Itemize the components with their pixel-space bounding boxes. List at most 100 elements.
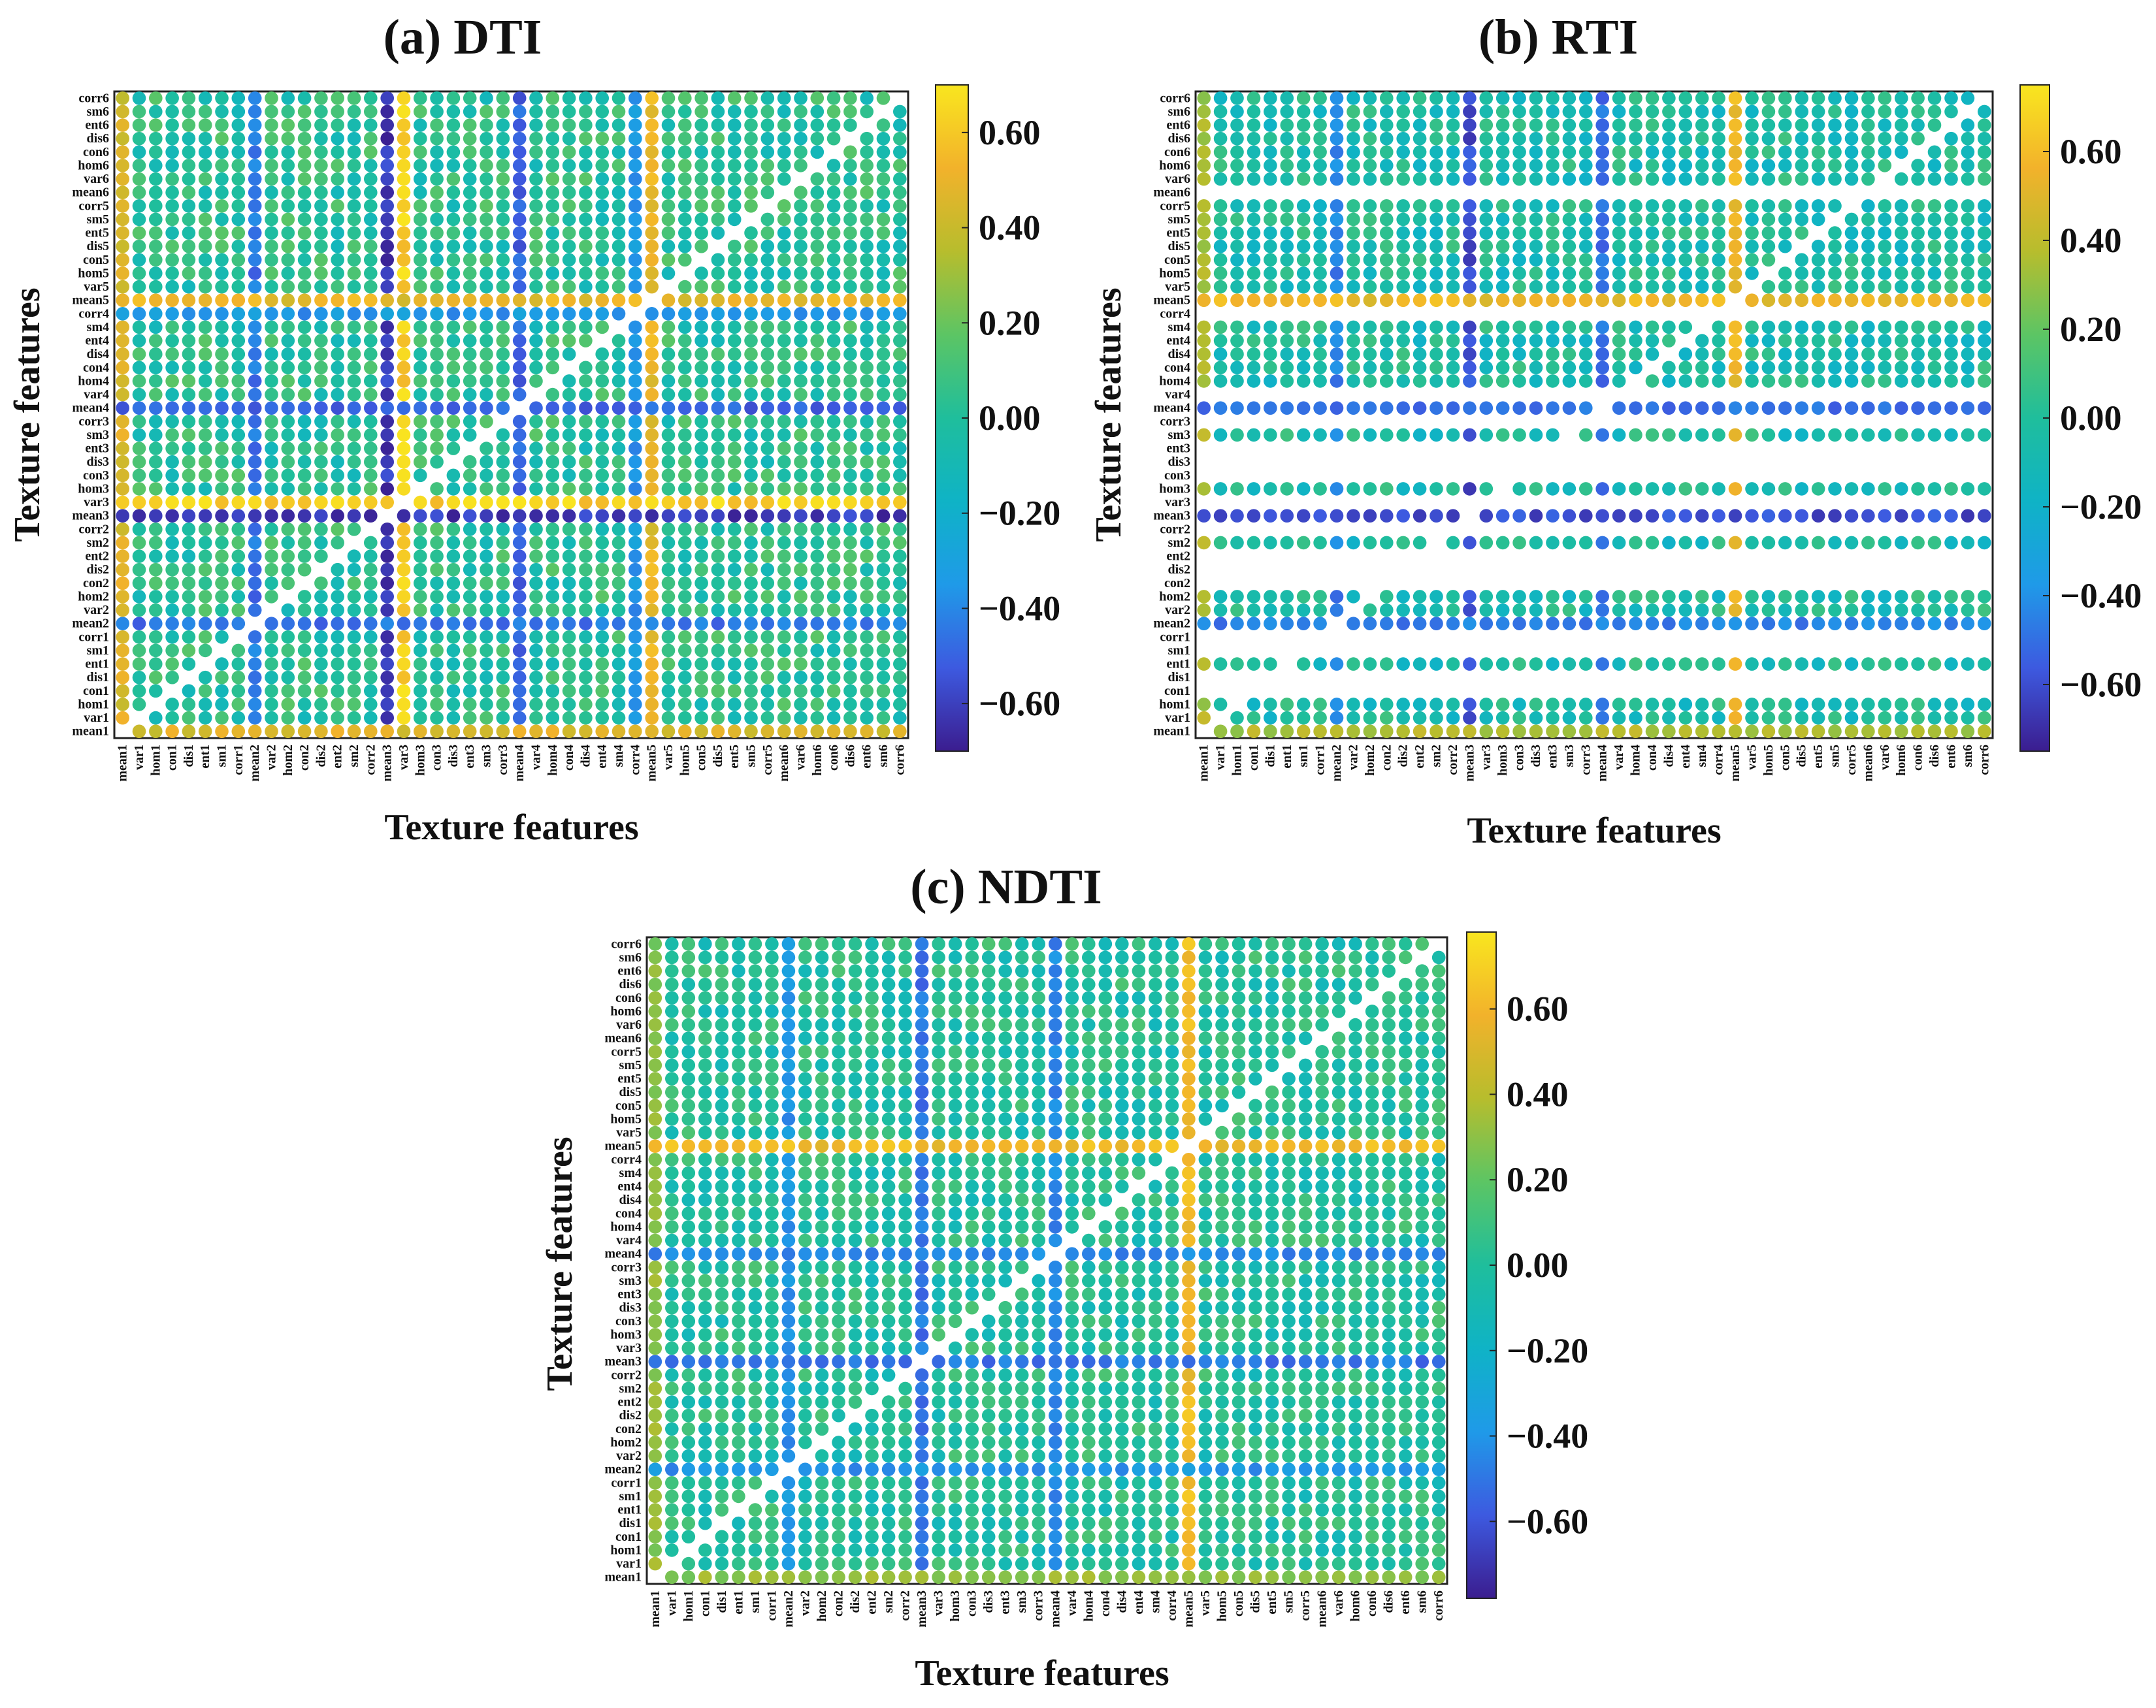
cell-sm6-sm4 <box>612 105 626 119</box>
cell-mean4-sm5 <box>1828 401 1842 415</box>
cell-sm2-sm3 <box>480 536 493 550</box>
cell-sm5-hom4 <box>546 212 560 227</box>
cell-mean6-mean3 <box>380 185 394 200</box>
cell-var2-var3 <box>932 1449 945 1463</box>
cell-corr6-corr1 <box>1313 91 1327 105</box>
cell-ent2-sm4 <box>1149 1395 1162 1409</box>
cell-ent1-corr1 <box>765 1503 779 1517</box>
cell-sm2-corr4 <box>1712 536 1725 550</box>
cell-hom3-hom4 <box>546 482 560 496</box>
cell-hom3-corr1 <box>1313 482 1327 496</box>
cell-ent3-corr2 <box>364 442 378 455</box>
cell-sm4-dis2 <box>1396 320 1410 334</box>
cell-hom4-var4 <box>529 374 543 388</box>
cell-hom2-hom1 <box>681 1436 696 1449</box>
cell-sm6-dis5 <box>711 105 725 119</box>
cell-hom3-dis4 <box>1115 1328 1129 1342</box>
cell-mean5-con6 <box>1911 293 1925 308</box>
cell-dis1-hom6 <box>810 670 825 685</box>
cell-sm5-dis2 <box>314 212 328 227</box>
cell-dis5-var3 <box>397 239 411 253</box>
cell-hom3-sm5 <box>1828 482 1842 496</box>
cell-sm5-var4 <box>529 212 543 227</box>
cell-con6-hom1 <box>149 145 163 159</box>
cell-corr1-ent6 <box>1398 1476 1413 1490</box>
cell-hom1-sm1 <box>1296 698 1311 711</box>
cell-corr5-var5 <box>661 199 676 213</box>
cell-hom1-sm6 <box>1961 698 1975 711</box>
cell-dis3-mean5 <box>645 455 659 469</box>
cell-sm5-ent1 <box>198 212 212 227</box>
cell-hom1-con5 <box>1778 698 1792 711</box>
cell-dis3-sm6 <box>876 455 890 469</box>
cell-var2-var4 <box>529 603 543 617</box>
cell-mean5-ent2 <box>331 293 344 308</box>
cell-var1-corr2 <box>898 1556 912 1571</box>
cell-dis5-corr3 <box>496 239 510 253</box>
cell-con5-var4 <box>1612 253 1626 267</box>
cell-hom3-con5 <box>1778 482 1792 496</box>
cell-corr6-corr5 <box>1844 91 1859 105</box>
cell-con4-hom4 <box>1629 361 1642 375</box>
cell-var5-var1 <box>132 280 146 294</box>
cell-con4-var1 <box>1213 361 1228 375</box>
cell-hom2-corr6 <box>893 590 907 604</box>
cell-hom2-mean5 <box>1728 590 1742 604</box>
cell-ent5-dis2 <box>314 226 328 240</box>
cell-mean5-ent1 <box>1280 293 1294 308</box>
cell-var3-mean3 <box>915 1341 929 1355</box>
y-tick-var1: var1 <box>1165 711 1190 725</box>
y-tick-dis3: dis3 <box>1168 455 1190 469</box>
cell-var3-var5 <box>661 495 676 509</box>
cell-con3-mean3 <box>915 1314 929 1329</box>
cell-con5-mean4 <box>1595 253 1609 267</box>
cell-hom4-var2 <box>1347 374 1360 388</box>
cell-con3-ent1 <box>732 1314 745 1329</box>
cell-hom4-ent5 <box>1811 374 1825 388</box>
cell-dis4-con2 <box>297 347 312 361</box>
cell-hom4-sm1 <box>215 374 229 388</box>
cell-ent3-var1 <box>665 1287 679 1301</box>
cell-mean3-var4 <box>1612 509 1626 523</box>
cell-hom5-con6 <box>826 266 841 280</box>
cell-corr2-ent2 <box>865 1368 879 1382</box>
cell-var5-hom6 <box>810 280 825 294</box>
y-tick-var2: var2 <box>84 603 109 617</box>
cell-ent4-dis6 <box>843 334 857 347</box>
cell-con1-mean6 <box>777 684 791 698</box>
cell-var3-mean2 <box>248 495 262 509</box>
cell-dis6-dis3 <box>1529 131 1543 146</box>
cell-ent4-var2 <box>265 334 278 347</box>
cell-hom5-ent3 <box>1546 266 1560 280</box>
cell-var2-sm3 <box>1015 1449 1029 1463</box>
cell-var1-corr3 <box>1579 711 1593 725</box>
cell-mean5-var6 <box>1878 293 1892 308</box>
cell-corr2-mean6 <box>1315 1368 1329 1382</box>
cell-sm3-con3 <box>1512 428 1526 442</box>
cell-con5-sm5 <box>1828 253 1842 267</box>
cell-var6-ent5 <box>727 172 742 186</box>
cell-corr1-hom1 <box>681 1476 696 1490</box>
cell-sm3-ent1 <box>1280 428 1294 442</box>
cell-con3-sm4 <box>612 468 626 483</box>
cell-mean2-hom4 <box>1629 617 1642 630</box>
cell-corr1-ent1 <box>732 1476 745 1490</box>
cell-hom5-corr5 <box>760 266 775 280</box>
cell-corr6-ent3 <box>1546 91 1560 105</box>
cell-hom1-sm1 <box>215 698 229 711</box>
cell-mean4-mean5 <box>1728 401 1742 415</box>
cell-sm3-dis2 <box>1396 428 1410 442</box>
panel-c-plot-frame <box>645 936 1448 1585</box>
cell-var4-ent2 <box>331 387 344 402</box>
cell-hom1-hom4 <box>546 698 560 711</box>
cell-con1-mean5 <box>645 684 659 698</box>
cell-mean3-mean6 <box>1861 509 1875 523</box>
cell-dis5-dis2 <box>314 239 328 253</box>
cell-ent1-dis4 <box>1115 1503 1129 1517</box>
cell-ent1-sm3 <box>1015 1503 1029 1517</box>
cell-dis6-ent4 <box>595 131 609 146</box>
cell-con1-var2 <box>265 684 278 698</box>
cell-dis2-con4 <box>562 562 576 577</box>
cell-mean1-corr3 <box>1032 1570 1045 1584</box>
cell-corr6-sm1 <box>215 91 229 105</box>
